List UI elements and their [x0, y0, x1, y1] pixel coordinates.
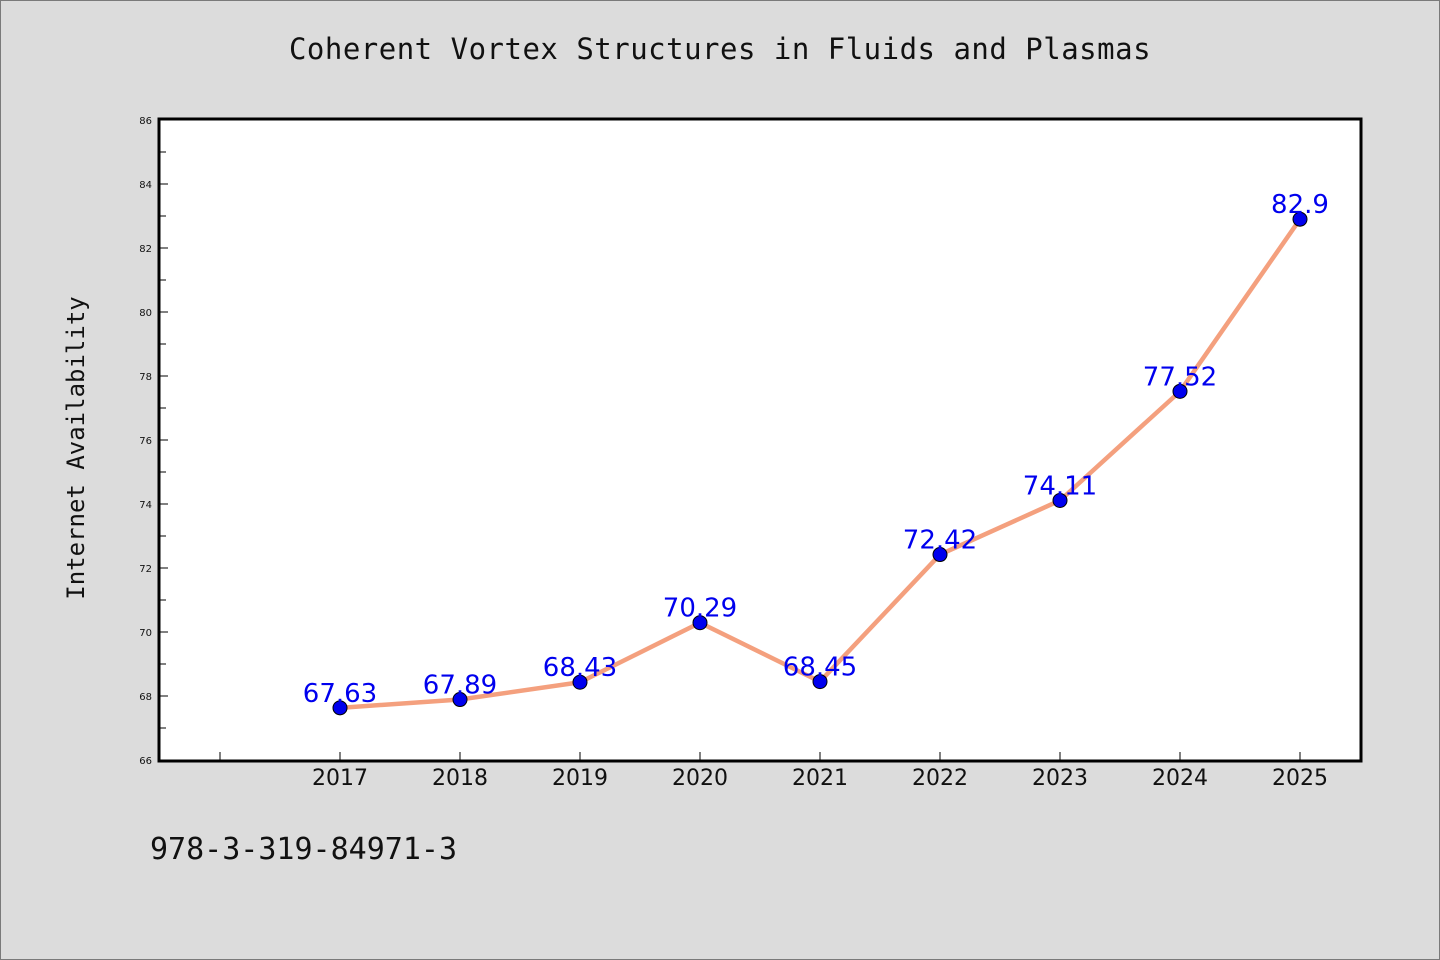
data-point — [452, 692, 468, 708]
data-label: 77.52 — [1143, 362, 1217, 392]
data-point — [692, 615, 708, 631]
y-tick-label: 74 — [139, 500, 152, 511]
isbn-text: 978-3-319-84971-3 — [150, 832, 458, 867]
x-tick-label: 2017 — [312, 766, 368, 791]
data-point — [1292, 211, 1308, 227]
x-tick-label: 2024 — [1152, 766, 1208, 791]
data-label: 82.9 — [1271, 190, 1329, 220]
y-tick-label: 76 — [139, 436, 152, 447]
y-tick-label: 68 — [139, 692, 152, 703]
data-point — [1172, 383, 1188, 399]
y-tick-label: 72 — [139, 564, 152, 575]
data-labels: 67.63 67.89 68.43 70.29 68.45 72.42 74.11 77.52… — [303, 190, 1329, 709]
data-label: 68.43 — [543, 653, 617, 683]
x-tick-label: 2018 — [432, 766, 488, 791]
data-label: 67.63 — [303, 679, 377, 709]
x-tick-label: 2023 — [1032, 766, 1088, 791]
data-point — [332, 700, 348, 716]
y-tick-label: 66 — [139, 756, 152, 767]
data-point — [1052, 492, 1068, 508]
y-tick-label: 82 — [139, 244, 152, 255]
x-tick-label: 2019 — [552, 766, 608, 791]
x-tick-label: 2022 — [912, 766, 968, 791]
y-tick-label: 70 — [139, 628, 152, 639]
data-point — [932, 547, 948, 563]
data-point — [812, 674, 828, 690]
y-tick-label: 80 — [139, 308, 152, 319]
x-tick-label: 2021 — [792, 766, 848, 791]
series-markers — [332, 211, 1308, 716]
x-axis-ticks: 2017 2018 2019 2020 2021 2022 2023 2024 2025 — [219, 752, 1328, 791]
y-tick-label: 78 — [139, 372, 152, 383]
data-label: 74.11 — [1023, 471, 1097, 501]
data-label: 72.42 — [903, 526, 977, 556]
data-label: 70.29 — [663, 594, 737, 624]
y-tick-label: 86 — [139, 116, 152, 127]
x-tick-label: 2020 — [672, 766, 728, 791]
data-point — [572, 674, 588, 690]
data-label: 67.89 — [423, 671, 497, 701]
y-axis-ticks: 66 68 70 72 74 76 78 80 82 84 86 — [139, 116, 168, 767]
data-label: 68.45 — [783, 653, 857, 683]
y-tick-label: 84 — [139, 180, 152, 191]
plot-area — [157, 117, 1363, 763]
chart-title: Coherent Vortex Structures in Fluids and… — [288, 32, 1152, 66]
x-tick-label: 2025 — [1272, 766, 1328, 791]
